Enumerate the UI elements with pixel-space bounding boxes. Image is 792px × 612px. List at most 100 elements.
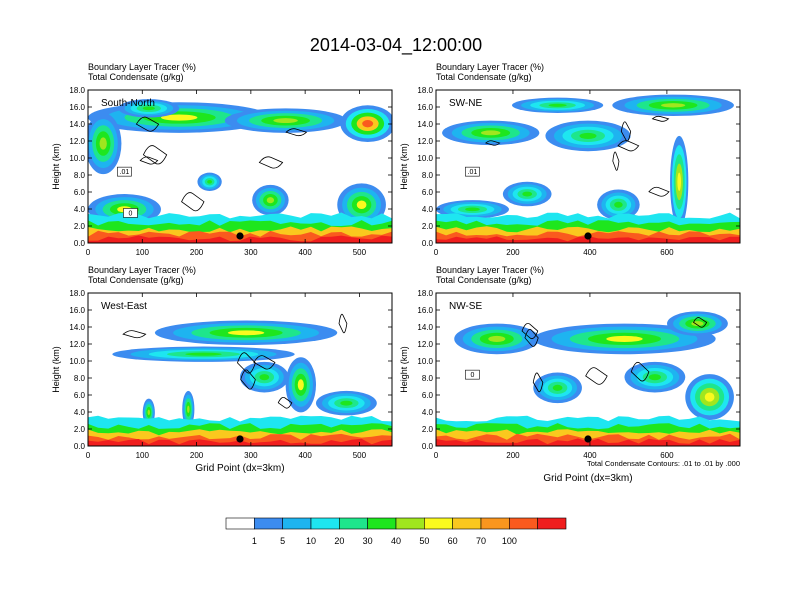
tracer-blob-5-level-4 bbox=[691, 321, 704, 327]
colorbar-label: 100 bbox=[502, 536, 517, 546]
tracer-blob-2-level-4 bbox=[297, 379, 304, 391]
y-axis-label: Height (km) bbox=[399, 143, 409, 190]
panel-sw-ne: Boundary Layer Tracer (%)Total Condensat… bbox=[399, 62, 741, 257]
condensate-contour bbox=[139, 156, 159, 165]
condensate-contour bbox=[648, 186, 670, 197]
contour-label-box bbox=[465, 369, 480, 380]
x-tick-label: 400 bbox=[298, 451, 312, 460]
colorbar-label: 50 bbox=[419, 536, 429, 546]
colorbar-box bbox=[509, 517, 538, 530]
tracer-blob-8-level-4 bbox=[142, 106, 155, 111]
colorbar-label: 70 bbox=[476, 536, 486, 546]
colorbar-box bbox=[254, 517, 283, 530]
x-tick-label: 200 bbox=[190, 451, 204, 460]
location-marker bbox=[236, 232, 244, 240]
y-tick-label: 0.0 bbox=[422, 239, 434, 248]
colorbar-box bbox=[310, 517, 340, 530]
colorbar: 1 5 10 20 30 40 50 60 70 100 bbox=[225, 517, 567, 546]
x-tick-label: 100 bbox=[136, 248, 150, 257]
colorbar-box bbox=[424, 517, 453, 530]
condensate-contour bbox=[521, 322, 539, 340]
x-tick-label: 0 bbox=[434, 248, 439, 257]
colorbar-box bbox=[339, 517, 368, 530]
panel-plot-area: .01 bbox=[436, 90, 740, 243]
y-tick-label: 10.0 bbox=[69, 154, 85, 163]
panel-frame bbox=[435, 89, 741, 244]
x-tick-label: 500 bbox=[353, 248, 367, 257]
contour-label-box bbox=[117, 166, 132, 177]
y-tick-label: 16.0 bbox=[417, 103, 433, 112]
tracer-blob-0-level-4 bbox=[480, 130, 501, 136]
contour-label: .01 bbox=[120, 169, 130, 176]
tracer-blob-2-level-4 bbox=[660, 103, 686, 108]
condensate-contour bbox=[240, 369, 256, 390]
condensate-contour bbox=[258, 156, 284, 169]
tracer-blob-7-level-4 bbox=[522, 191, 533, 197]
condensate-contour bbox=[617, 140, 640, 152]
y-tick-label: 16.0 bbox=[417, 306, 433, 315]
x-axis-label: Grid Point (dx=3km) bbox=[195, 463, 284, 474]
condensate-contour bbox=[585, 367, 608, 385]
panel-header-tracer: Boundary Layer Tracer (%) bbox=[88, 265, 196, 275]
tracer-blob-0-level-4 bbox=[160, 114, 198, 121]
condensate-contour bbox=[142, 145, 168, 165]
colorbar-label: 20 bbox=[334, 536, 344, 546]
panel-label: NW-SE bbox=[449, 301, 482, 312]
panel-nw-se: Boundary Layer Tracer (%)Total Condensat… bbox=[399, 265, 741, 484]
x-tick-label: 100 bbox=[136, 451, 150, 460]
tracer-blob-3-level-4 bbox=[187, 405, 190, 413]
y-tick-label: 0.0 bbox=[74, 442, 86, 451]
y-tick-label: 2.0 bbox=[422, 425, 434, 434]
tracer-blob-1-level-4 bbox=[579, 132, 597, 139]
tracer-blob-3-level-4 bbox=[99, 137, 107, 150]
y-axis-label: Height (km) bbox=[399, 346, 409, 393]
panel-south-north: Boundary Layer Tracer (%)Total Condensat… bbox=[51, 62, 393, 257]
tracer-blob-3-level-4 bbox=[648, 374, 661, 381]
colorbar-label: 60 bbox=[448, 536, 458, 546]
panel-header-tracer: Boundary Layer Tracer (%) bbox=[88, 62, 196, 72]
panel-label: West-East bbox=[101, 301, 147, 312]
colorbar-label: 10 bbox=[306, 536, 316, 546]
contour-label-box bbox=[465, 166, 480, 177]
panel-plot-area: 0 bbox=[436, 293, 740, 446]
panel-frame bbox=[87, 89, 393, 244]
tracer-blob-5-level-4 bbox=[259, 374, 270, 381]
tracer-blob-2-level-4 bbox=[362, 119, 374, 128]
tracer-blob-7-level-4 bbox=[356, 200, 367, 210]
tracer-blob-5-level-4 bbox=[614, 201, 623, 208]
y-tick-label: 8.0 bbox=[74, 374, 86, 383]
colorbar-box bbox=[225, 517, 255, 530]
tracer-blob-2-level-4 bbox=[704, 392, 715, 402]
y-tick-label: 4.0 bbox=[74, 205, 86, 214]
contour-label: 0 bbox=[470, 372, 474, 379]
colorbar-box bbox=[282, 517, 312, 530]
panel-header-condensate: Total Condensate (g/kg) bbox=[88, 72, 184, 82]
condensate-contour bbox=[253, 355, 276, 370]
tracer-blob-0-level-4 bbox=[227, 330, 265, 336]
y-tick-label: 12.0 bbox=[417, 340, 433, 349]
contour-label: 0 bbox=[129, 210, 133, 217]
y-tick-label: 10.0 bbox=[69, 357, 85, 366]
y-tick-label: 4.0 bbox=[74, 408, 86, 417]
x-tick-label: 200 bbox=[506, 451, 520, 460]
panel-header-condensate: Total Condensate (g/kg) bbox=[436, 275, 532, 285]
y-tick-label: 16.0 bbox=[69, 306, 85, 315]
x-tick-label: 0 bbox=[434, 451, 439, 460]
location-marker bbox=[236, 435, 244, 443]
panel-header-tracer: Boundary Layer Tracer (%) bbox=[436, 265, 544, 275]
tracer-blob-4-level-4 bbox=[465, 207, 480, 212]
y-tick-label: 8.0 bbox=[74, 171, 86, 180]
y-tick-label: 0.0 bbox=[422, 442, 434, 451]
y-tick-label: 6.0 bbox=[74, 188, 86, 197]
x-tick-label: 0 bbox=[86, 451, 91, 460]
y-tick-label: 6.0 bbox=[74, 391, 86, 400]
x-tick-label: 400 bbox=[583, 451, 597, 460]
x-tick-label: 600 bbox=[660, 451, 674, 460]
y-tick-label: 8.0 bbox=[422, 171, 434, 180]
y-axis-label: Height (km) bbox=[51, 143, 61, 190]
tracer-blob-0-level-4 bbox=[606, 335, 643, 342]
condensate-contour bbox=[692, 317, 708, 328]
boundary-layer-band-4 bbox=[88, 235, 392, 243]
y-tick-label: 4.0 bbox=[422, 205, 434, 214]
y-axis-label: Height (km) bbox=[51, 346, 61, 393]
